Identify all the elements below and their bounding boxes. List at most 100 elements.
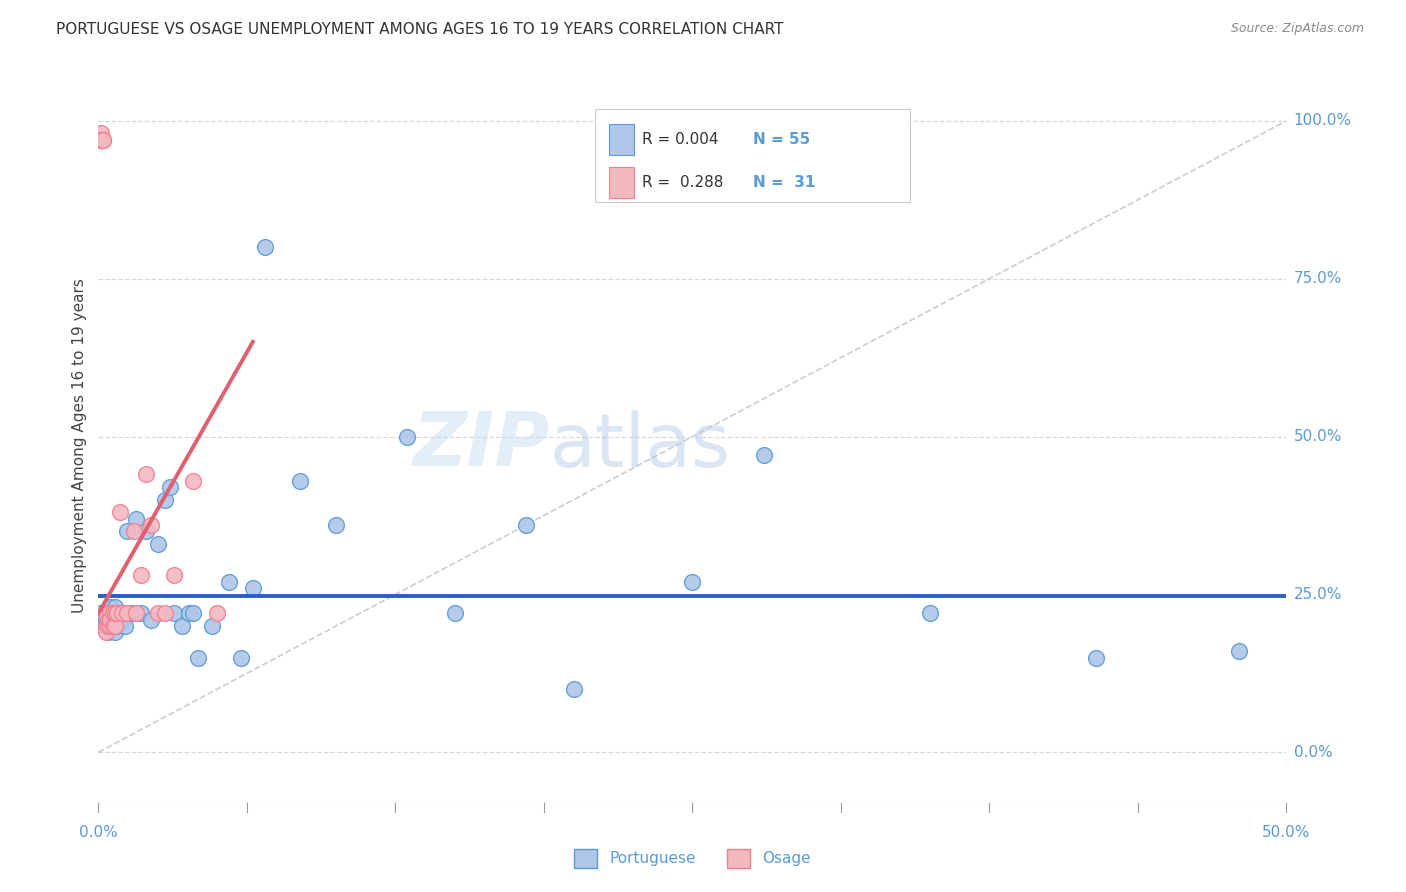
Point xyxy=(104,600,127,615)
Point xyxy=(115,524,138,539)
Point xyxy=(444,607,467,621)
Text: 50.0%: 50.0% xyxy=(1294,429,1341,444)
Text: N =  31: N = 31 xyxy=(754,175,815,190)
Point xyxy=(104,619,127,633)
Point xyxy=(111,613,134,627)
Point xyxy=(98,607,121,621)
Point xyxy=(104,625,127,640)
Text: 25.0%: 25.0% xyxy=(1294,587,1341,602)
Text: 75.0%: 75.0% xyxy=(1294,271,1341,286)
Point xyxy=(101,619,124,633)
Point xyxy=(97,625,120,640)
Point xyxy=(111,607,134,621)
Point xyxy=(396,429,419,443)
Y-axis label: Unemployment Among Ages 16 to 19 years: Unemployment Among Ages 16 to 19 years xyxy=(72,278,87,614)
Point xyxy=(129,568,152,582)
Point xyxy=(242,581,264,595)
Point xyxy=(122,524,145,539)
Point xyxy=(94,619,117,633)
Point xyxy=(97,613,120,627)
Point xyxy=(290,474,312,488)
Point xyxy=(325,517,347,532)
Point xyxy=(253,240,276,254)
Point xyxy=(135,467,157,482)
Point xyxy=(91,133,114,147)
Point xyxy=(94,607,117,621)
Text: Source: ZipAtlas.com: Source: ZipAtlas.com xyxy=(1230,22,1364,36)
Point xyxy=(920,607,942,621)
Point xyxy=(94,619,117,633)
Point xyxy=(90,127,112,141)
Point xyxy=(98,613,121,627)
Point xyxy=(107,607,129,621)
Point xyxy=(94,613,117,627)
Point xyxy=(97,619,120,633)
Point xyxy=(139,517,162,532)
Point xyxy=(515,517,537,532)
Point xyxy=(170,619,193,633)
Point xyxy=(752,449,775,463)
Text: 50.0%: 50.0% xyxy=(1263,825,1310,840)
Point xyxy=(183,607,205,621)
Point xyxy=(122,607,145,621)
Text: 0.0%: 0.0% xyxy=(1294,745,1333,760)
Point xyxy=(94,607,117,621)
Text: ZIP: ZIP xyxy=(412,409,550,483)
Point xyxy=(187,650,209,665)
Point xyxy=(115,607,138,621)
Point xyxy=(90,133,112,147)
Text: PORTUGUESE VS OSAGE UNEMPLOYMENT AMONG AGES 16 TO 19 YEARS CORRELATION CHART: PORTUGUESE VS OSAGE UNEMPLOYMENT AMONG A… xyxy=(56,22,783,37)
Point xyxy=(153,607,176,621)
Point xyxy=(90,133,112,147)
Point xyxy=(90,619,112,633)
Point xyxy=(101,613,124,627)
Point xyxy=(129,607,152,621)
Point xyxy=(108,505,131,519)
Legend: Portuguese, Osage: Portuguese, Osage xyxy=(568,843,817,873)
Point xyxy=(118,607,141,621)
Text: 0.0%: 0.0% xyxy=(79,825,118,840)
Point xyxy=(177,607,200,621)
Point xyxy=(97,607,120,621)
Point xyxy=(159,480,181,494)
Point xyxy=(218,574,240,589)
Point xyxy=(163,568,186,582)
Point xyxy=(1227,644,1250,658)
Point xyxy=(104,607,127,621)
Point xyxy=(107,619,129,633)
Text: N = 55: N = 55 xyxy=(754,132,811,147)
Text: 100.0%: 100.0% xyxy=(1294,113,1351,128)
Point xyxy=(101,607,124,621)
Point xyxy=(114,619,136,633)
Point xyxy=(125,511,148,525)
Text: R = 0.004: R = 0.004 xyxy=(643,132,718,147)
Point xyxy=(153,492,176,507)
Point xyxy=(98,619,121,633)
Point xyxy=(108,613,131,627)
Point xyxy=(91,613,114,627)
Point xyxy=(229,650,252,665)
Point xyxy=(163,607,186,621)
Point xyxy=(146,537,169,551)
Point xyxy=(101,619,124,633)
Point xyxy=(107,607,129,621)
Point xyxy=(183,474,205,488)
Point xyxy=(135,524,157,539)
Point xyxy=(94,625,117,640)
Point xyxy=(91,619,114,633)
Point xyxy=(101,607,124,621)
Point xyxy=(98,619,121,633)
Point xyxy=(98,600,121,615)
Point xyxy=(90,607,112,621)
Point xyxy=(146,607,169,621)
Point xyxy=(207,607,229,621)
Point xyxy=(201,619,224,633)
Text: R =  0.288: R = 0.288 xyxy=(643,175,724,190)
Point xyxy=(681,574,703,589)
Point xyxy=(111,607,134,621)
Point xyxy=(1085,650,1108,665)
Point xyxy=(139,613,162,627)
Point xyxy=(98,607,121,621)
Point xyxy=(91,133,114,147)
Point xyxy=(562,682,585,697)
